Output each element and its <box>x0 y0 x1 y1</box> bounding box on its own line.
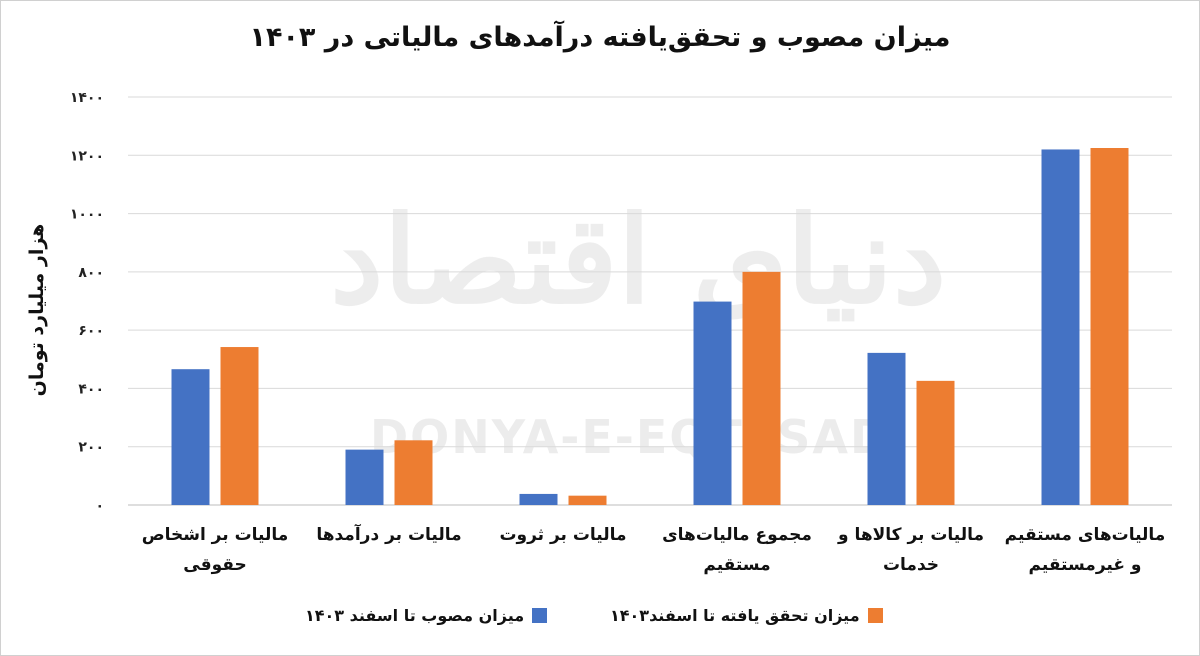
y-tick-label: ۸۰۰ <box>78 265 104 281</box>
bar-approved <box>693 301 732 505</box>
category-label: مجموع مالیات‌های مستقیم <box>662 525 812 575</box>
bar-approved <box>345 449 384 505</box>
category-label: مالیات بر اشخاص حقوقی <box>141 525 289 575</box>
bar-approved <box>1041 149 1080 505</box>
bar-realized <box>742 271 781 505</box>
legend-swatch-realized <box>867 607 883 623</box>
bar-approved <box>867 352 906 505</box>
bar-realized <box>1090 148 1129 505</box>
category-label: مالیات‌های مستقیم و غیرمستقیم <box>1004 525 1166 575</box>
y-tick-label: ۱۴۰۰ <box>70 90 104 106</box>
bar-approved <box>171 369 210 505</box>
y-tick-label: ۱۰۰۰ <box>70 207 104 223</box>
category-label: مالیات بر درآمدها <box>316 525 462 545</box>
category-label: مالیات بر کالاها و خدمات <box>837 525 985 575</box>
legend-item-approved: میزان مصوب تا اسفند ۱۴۰۳ <box>305 602 548 628</box>
bar-approved <box>519 493 558 505</box>
legend-label-approved: میزان مصوب تا اسفند ۱۴۰۳ <box>305 605 525 625</box>
chart-title: میزان مصوب و تحقق‌یافته درآمدهای مالیاتی… <box>249 22 951 53</box>
y-tick-label: ۴۰۰ <box>78 381 104 397</box>
bar-realized <box>568 495 607 505</box>
category-label: مالیات بر ثروت <box>499 525 627 545</box>
y-tick-label: ۱۲۰۰ <box>70 148 104 164</box>
bar-realized <box>220 347 259 505</box>
y-tick-label: ۲۰۰ <box>78 440 104 456</box>
legend-item-realized: میزان تحقق یافته تا اسفند۱۴۰۳ <box>610 602 883 628</box>
bar-realized <box>916 380 955 505</box>
legend-swatch-approved <box>532 607 548 623</box>
y-tick-label: ۶۰۰ <box>78 323 104 339</box>
legend-label-realized: میزان تحقق یافته تا اسفند۱۴۰۳ <box>610 605 860 625</box>
y-tick-label: ۰ <box>95 498 104 514</box>
bar-realized <box>394 440 433 505</box>
